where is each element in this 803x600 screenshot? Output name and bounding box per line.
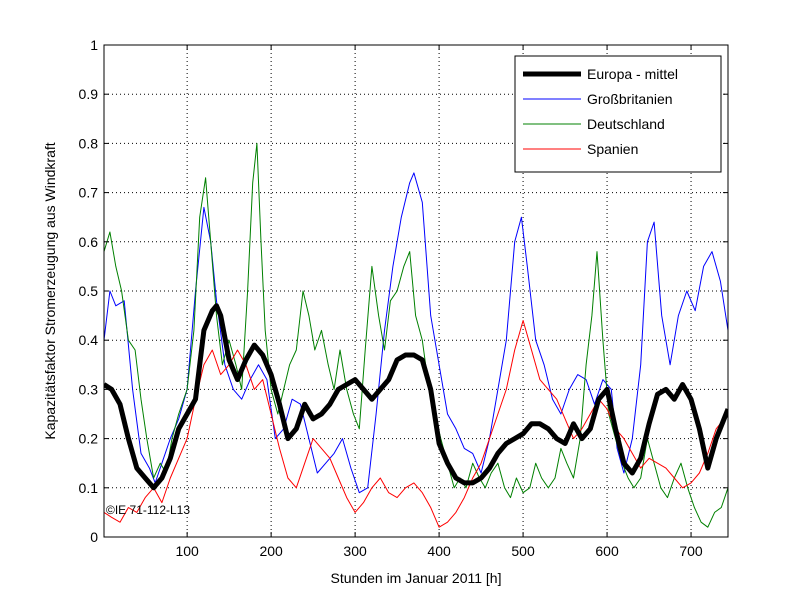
y-tick-label: 0.1 — [79, 480, 99, 496]
y-tick-label: 0.7 — [79, 185, 99, 201]
x-tick-label: 600 — [595, 543, 619, 559]
y-tick-label: 0.4 — [79, 332, 99, 348]
y-tick-label: 0.9 — [79, 86, 99, 102]
series-line-1 — [104, 172, 728, 494]
x-tick-label: 100 — [175, 543, 199, 559]
y-tick-label: 0.6 — [79, 234, 99, 250]
y-tick-label: 0 — [90, 529, 98, 545]
copyright-annotation: ©IE 71-112-L13 — [106, 503, 190, 517]
x-tick-label: 400 — [427, 543, 451, 559]
y-tick-label: 0.2 — [79, 431, 99, 447]
legend-label-0: Europa - mittel — [587, 66, 678, 82]
x-tick-label: 200 — [259, 543, 283, 559]
legend-label-1: Großbritanien — [587, 91, 673, 107]
series-layer — [104, 142, 728, 528]
series-line-0 — [104, 303, 728, 491]
y-tick-label: 0.5 — [79, 283, 99, 299]
axis-ticks: 100 200 300 400 500 600 700 0 0.1 0.2 0.3 0.4 0.5 0.6… — [79, 37, 728, 559]
series-line-3 — [104, 320, 728, 528]
y-tick-label: 0.8 — [79, 135, 99, 151]
legend-label-3: Spanien — [587, 141, 638, 157]
y-tick-label: 1 — [90, 37, 98, 53]
y-tick-label: 0.3 — [79, 381, 99, 397]
legend-label-2: Deutschland — [587, 116, 665, 132]
x-axis-label: Stunden im Januar 2011 [h] — [331, 570, 502, 586]
x-tick-label: 300 — [343, 543, 367, 559]
x-tick-label: 700 — [679, 543, 703, 559]
y-axis-label: Kapazitätsfaktor Stromerzeugung aus Wind… — [42, 142, 58, 439]
legend: Europa - mittel Großbritanien Deutschland S… — [514, 55, 722, 173]
x-tick-label: 500 — [511, 543, 535, 559]
